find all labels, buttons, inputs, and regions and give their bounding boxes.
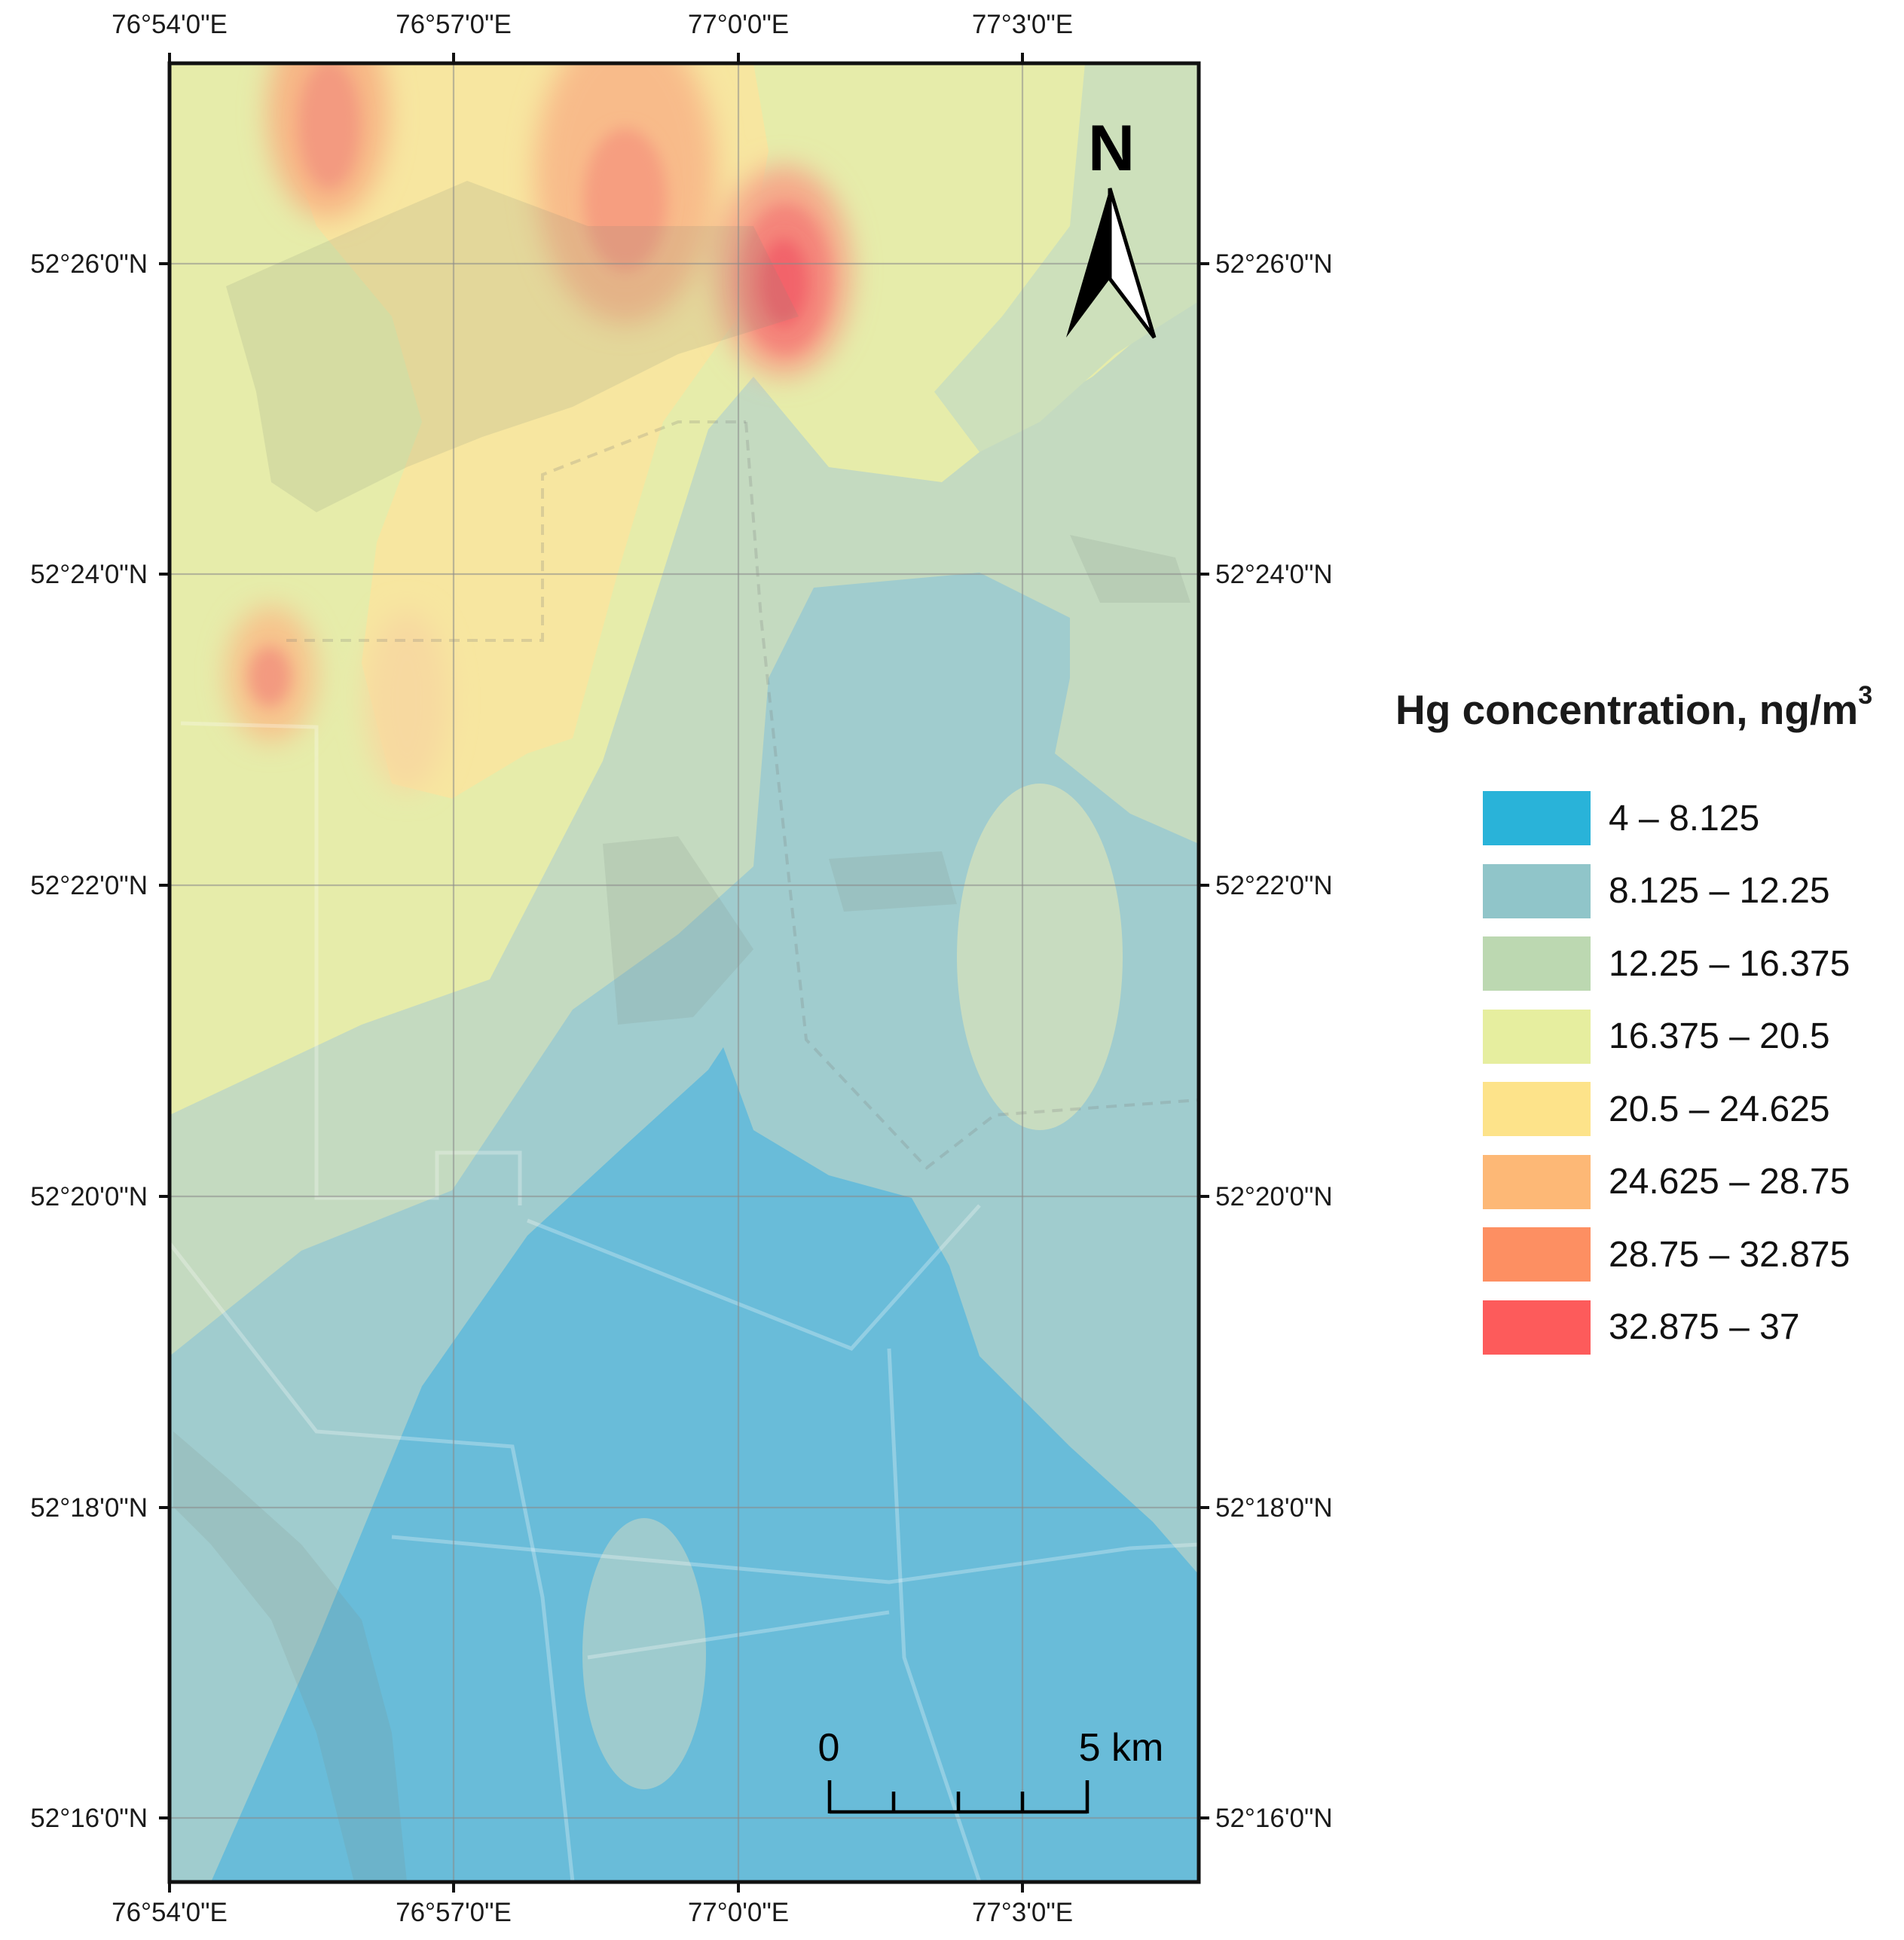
- lon-label-top: 76°54'0"E: [112, 10, 228, 39]
- left-lat-labels: 52°26'0"N 52°24'0"N 52°22'0"N 52°20'0"N …: [30, 249, 148, 1833]
- lat-label-right: 52°18'0"N: [1215, 1493, 1333, 1523]
- legend-swatch: [1483, 1154, 1591, 1209]
- right-lat-labels: 52°26'0"N 52°24'0"N 52°22'0"N 52°20'0"N …: [1215, 249, 1333, 1833]
- legend-items: 4 – 8.125 8.125 – 12.25 12.25 – 16.375 16.3…: [1483, 782, 1893, 1364]
- graticule: [170, 63, 1199, 1882]
- top-lon-labels: 76°54'0"E 76°57'0"E 77°0'0"E 77°3'0"E: [112, 10, 1073, 39]
- legend-title-text: Hg concentration, ng/m: [1395, 686, 1859, 733]
- basemap-roads: [170, 721, 1199, 1882]
- zone-8-12-island: [582, 1518, 706, 1789]
- lon-label-bottom: 77°0'0"E: [688, 1898, 789, 1927]
- lat-label-left: 52°24'0"N: [30, 560, 148, 589]
- legend-label: 28.75 – 32.875: [1609, 1234, 1851, 1275]
- basemap-rail: [286, 420, 1199, 1170]
- north-arrow-label: N: [1088, 112, 1135, 185]
- lat-label-left: 52°16'0"N: [30, 1804, 148, 1833]
- legend-item: 28.75 – 32.875: [1483, 1218, 1893, 1291]
- lon-label-bottom: 76°54'0"E: [112, 1898, 228, 1927]
- concentration-map: [170, 63, 1199, 1882]
- legend-item: 8.125 – 12.25: [1483, 855, 1893, 928]
- legend-label: 8.125 – 12.25: [1609, 871, 1830, 912]
- hotspot-yellow-5: [365, 610, 448, 791]
- hotspot-28-32-1: [584, 128, 667, 271]
- zone-4-8: [211, 1047, 1199, 1882]
- legend-title: Hg concentration, ng/m3: [1395, 681, 1893, 734]
- legend-label: 32.875 – 37: [1609, 1307, 1800, 1348]
- lon-label-bottom: 77°3'0"E: [972, 1898, 1073, 1927]
- legend-swatch: [1483, 1300, 1591, 1355]
- lat-label-right: 52°20'0"N: [1215, 1182, 1333, 1211]
- legend-swatch: [1483, 1082, 1591, 1137]
- map-frame: [167, 61, 1201, 1884]
- zone-12-16-island: [957, 784, 1123, 1130]
- scale-bar-end-label: 5 km: [1079, 1726, 1164, 1770]
- legend-label: 4 – 8.125: [1609, 798, 1760, 839]
- legend-item: 12.25 – 16.375: [1483, 927, 1893, 1001]
- lon-label-top: 77°0'0"E: [688, 10, 789, 39]
- legend-title-superscript: 3: [1858, 680, 1873, 710]
- legend-label: 24.625 – 28.75: [1609, 1162, 1851, 1202]
- north-arrow: N: [1066, 112, 1157, 339]
- lat-label-right: 52°22'0"N: [1215, 871, 1333, 900]
- legend-swatch: [1483, 791, 1591, 846]
- legend-label: 12.25 – 16.375: [1609, 943, 1851, 984]
- lat-label-left: 52°18'0"N: [30, 1493, 148, 1523]
- legend-item: 4 – 8.125: [1483, 782, 1893, 855]
- scale-bar-start-label: 0: [818, 1726, 840, 1770]
- lat-label-right: 52°24'0"N: [1215, 560, 1333, 589]
- hotspot-28-32-4: [249, 646, 291, 707]
- lat-label-left: 52°26'0"N: [30, 249, 148, 279]
- hotspot-28-32-2: [299, 63, 359, 188]
- legend-swatch: [1483, 863, 1591, 918]
- lat-label-right: 52°26'0"N: [1215, 249, 1333, 279]
- north-arrow-icon: [1066, 188, 1110, 338]
- lon-label-bottom: 76°57'0"E: [396, 1898, 512, 1927]
- legend-swatch: [1483, 1009, 1591, 1064]
- legend-item: 16.375 – 20.5: [1483, 1001, 1893, 1074]
- hotspot-peak: [759, 239, 808, 326]
- legend-label: 20.5 – 24.625: [1609, 1089, 1830, 1129]
- legend-label: 16.375 – 20.5: [1609, 1016, 1830, 1057]
- north-arrow-outline-icon: [1108, 188, 1157, 339]
- tick-marks: [159, 53, 1209, 1893]
- legend-item: 32.875 – 37: [1483, 1291, 1893, 1364]
- legend-item: 24.625 – 28.75: [1483, 1146, 1893, 1219]
- lat-label-right: 52°16'0"N: [1215, 1804, 1333, 1833]
- lon-label-top: 77°3'0"E: [972, 10, 1073, 39]
- scale-bar: 0 5 km: [818, 1726, 1164, 1814]
- lon-label-top: 76°57'0"E: [396, 10, 512, 39]
- lat-label-left: 52°22'0"N: [30, 871, 148, 900]
- lat-label-left: 52°20'0"N: [30, 1182, 148, 1211]
- legend-swatch: [1483, 936, 1591, 991]
- bottom-lon-labels: 76°54'0"E 76°57'0"E 77°0'0"E 77°3'0"E: [112, 1898, 1073, 1927]
- legend-item: 20.5 – 24.625: [1483, 1073, 1893, 1146]
- legend-swatch: [1483, 1227, 1591, 1282]
- legend: Hg concentration, ng/m3 4 – 8.125 8.125 –…: [1395, 681, 1893, 1364]
- zone-12-16-ne: [934, 63, 1199, 452]
